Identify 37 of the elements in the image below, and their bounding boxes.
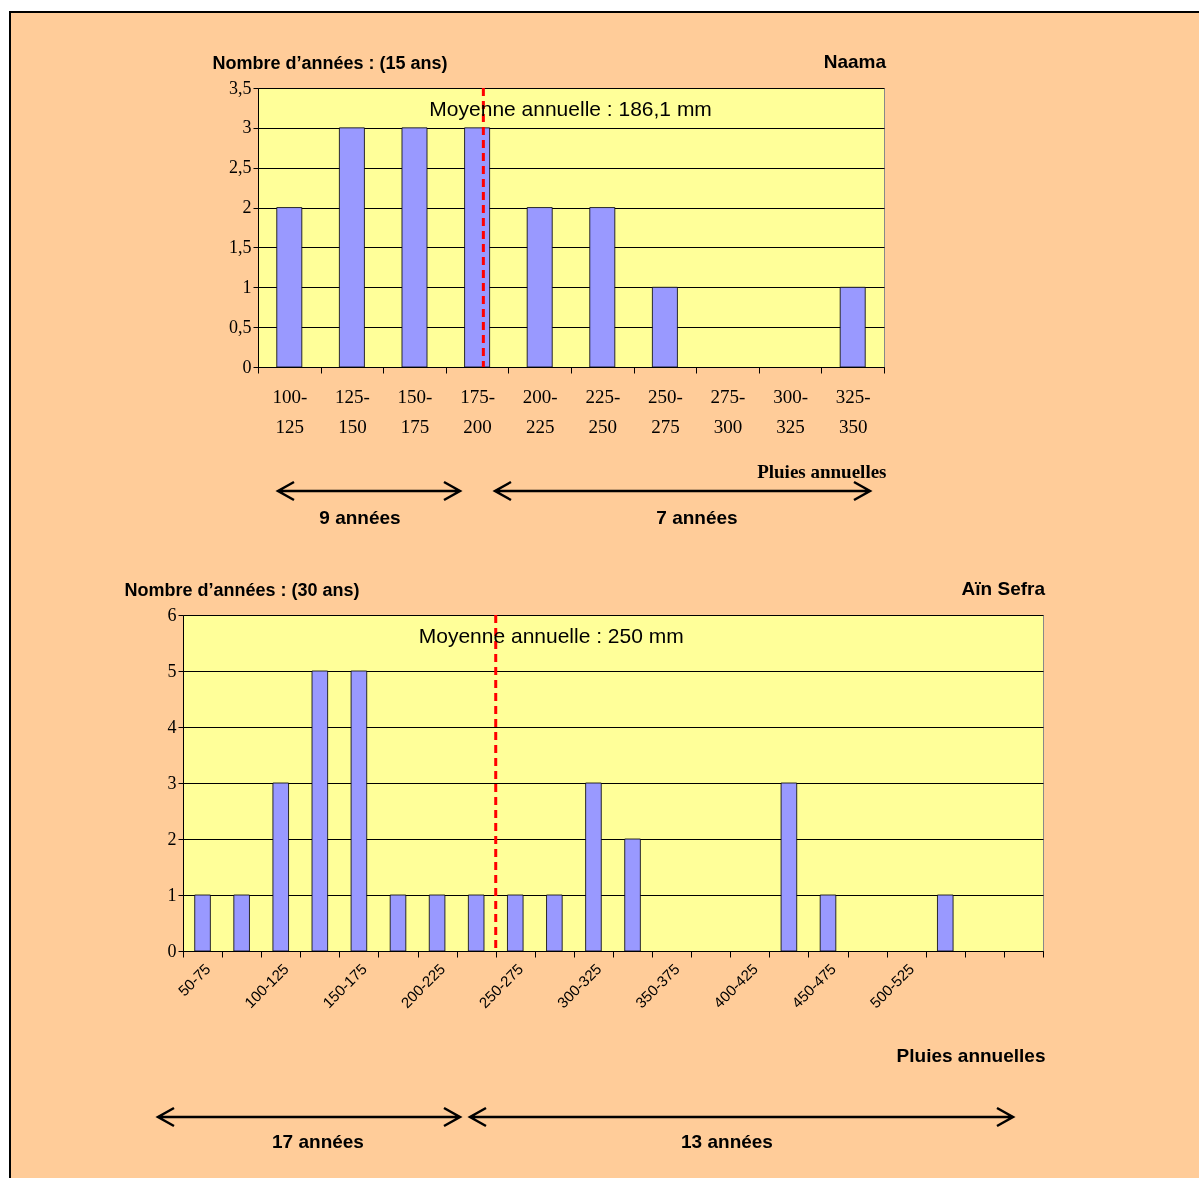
y-tick-label: 3 [167,772,177,793]
x-tick-label: 150- 175 [397,385,433,437]
ref-line-label: Moyenne annuelle : 186,1 mm [429,97,712,120]
y-tick-label: 3 [242,117,252,138]
y-tick-label: 0 [167,940,177,961]
x-tick-label: 100- 125 [272,385,308,437]
chart-title: Naama [823,51,887,72]
y-tick-label: 2,5 [229,157,252,178]
text: 17 années [272,1131,364,1152]
x-tick-label: 250- 275 [647,385,683,437]
x-tick-label: 300- 325 [773,385,809,437]
y-axis-title: Nombre d’années : (15 ans) [212,52,448,73]
x-axis-title: Pluies annuelles [757,460,887,482]
x-tick-label: 200- 225 [522,385,558,437]
text: 9 années [319,507,401,528]
y-tick-label: 2 [242,197,252,218]
y-tick-label: 1 [167,884,177,905]
y-tick-label: 3,5 [229,77,252,98]
y-tick-label: 0,5 [229,316,252,337]
y-tick-label: 1,5 [229,236,252,257]
y-tick-label: 4 [167,716,177,737]
y-tick-label: 5 [167,660,177,681]
ref-line-label: Moyenne annuelle : 250 mm [418,624,684,647]
x-tick-label: 225- 250 [585,385,621,437]
y-tick-label: 1 [242,276,252,297]
text: 7 années [656,507,738,528]
x-tick-label: 125- 150 [334,385,370,437]
y-tick-label: 0 [242,356,252,377]
y-tick-label: 6 [167,604,177,625]
x-axis-title: Pluies annuelles [896,1044,1046,1066]
text: 13 années [681,1131,773,1152]
x-tick-label: 325- 350 [835,385,871,437]
chart-title: Aïn Sefra [961,578,1046,599]
y-axis-title: Nombre d’années : (30 ans) [124,579,360,600]
y-tick-label: 2 [167,828,177,849]
x-tick-label: 175- 200 [460,385,496,437]
x-tick-label: 275- 300 [710,385,746,437]
